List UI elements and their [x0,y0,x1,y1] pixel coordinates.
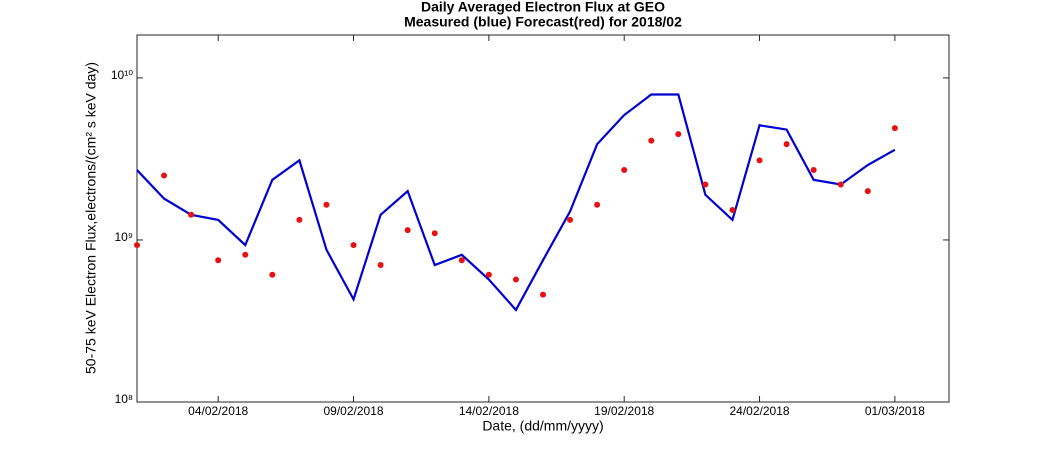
forecast-dot [810,167,817,174]
forecast-dot [594,201,601,208]
forecast-dot [729,207,736,214]
forecast-dot [323,201,330,208]
forecast-dot [269,271,276,278]
forecast-dot [648,137,655,144]
forecast-dot [702,181,709,188]
forecast-dot [242,251,249,258]
forecast-dot [215,257,222,264]
plot-area [136,34,950,403]
y-tick-label: 10⁹ [115,230,134,244]
chart-subtitle: Measured (blue) Forecast(red) for 2018/0… [404,14,682,30]
y-tick-label: 10¹⁰ [111,68,133,82]
forecast-dot [756,157,763,164]
forecast-dot [540,291,546,298]
x-tick-label: 01/03/2018 [865,404,925,418]
y-tick-label: 10⁸ [115,392,133,406]
forecast-dot [377,262,384,269]
x-tick-label: 09/02/2018 [324,404,384,418]
forecast-dot [567,216,574,223]
x-tick-label: 24/02/2018 [730,404,790,418]
forecast-dot [485,271,492,278]
forecast-dot [621,167,628,174]
forecast-dot [458,257,465,264]
forecast-dot [188,211,195,218]
forecast-dot [837,181,844,188]
forecast-dot [404,227,411,234]
forecast-dot [161,172,168,179]
y-axis-label: 50-75 keV Electron Flux,electrons/(cm² s… [83,62,99,374]
forecast-dot [783,141,790,148]
forecast-dot [512,276,519,283]
x-axis-label: Date, (dd/mm/yyyy) [482,418,603,434]
forecast-dot [864,188,871,195]
chart-title: Daily Averaged Electron Flux at GEO [421,0,665,15]
x-tick-label: 19/02/2018 [594,404,654,418]
forecast-dot [431,230,438,237]
x-tick-label: 14/02/2018 [459,404,519,418]
forecast-dot [350,242,357,249]
x-tick-label: 04/02/2018 [188,404,248,418]
forecast-dot [296,216,303,223]
forecast-dot [134,242,140,249]
measured-line [136,93,896,312]
forecast-dot [675,131,682,138]
forecast-dot [891,125,898,132]
